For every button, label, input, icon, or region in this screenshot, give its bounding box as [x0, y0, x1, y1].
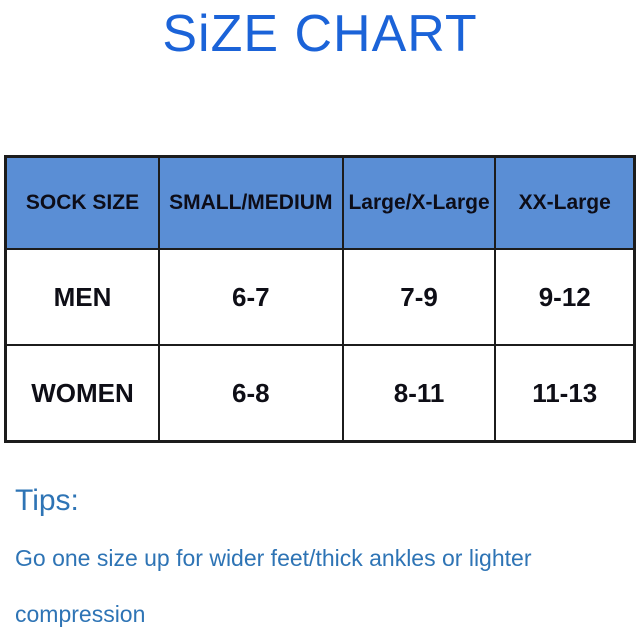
table-row-women: WOMEN 6-8 8-11 11-13 — [4, 344, 636, 443]
men-label: MEN — [4, 248, 160, 346]
women-small-medium-value: 6-8 — [157, 344, 344, 443]
table-header-row: SOCK SIZE SMALL/MEDIUM Large/X-Large XX-… — [4, 155, 636, 250]
tips-section: Tips: Go one size up for wider feet/thic… — [15, 483, 531, 640]
men-small-medium-value: 6-7 — [157, 248, 344, 346]
header-small-medium: SMALL/MEDIUM — [157, 155, 344, 250]
tips-text-line-1: Go one size up for wider feet/thick ankl… — [15, 545, 532, 571]
women-xx-large-value: 11-13 — [494, 344, 636, 443]
men-large-x-large-value: 7-9 — [341, 248, 497, 346]
header-xx-large: XX-Large — [494, 155, 636, 250]
header-large-x-large: Large/X-Large — [341, 155, 497, 250]
tips-heading: Tips: — [15, 484, 79, 517]
tips-text-line-2: compression — [15, 600, 146, 627]
table-row-men: MEN 6-7 7-9 9-12 — [4, 248, 636, 346]
size-chart-table: SOCK SIZE SMALL/MEDIUM Large/X-Large XX-… — [4, 155, 636, 443]
men-xx-large-value: 9-12 — [494, 248, 636, 346]
women-label: WOMEN — [4, 344, 160, 443]
women-large-x-large-value: 8-11 — [341, 344, 497, 443]
page-title: SiZE CHART — [162, 5, 478, 63]
header-sock-size: SOCK SIZE — [4, 155, 160, 250]
